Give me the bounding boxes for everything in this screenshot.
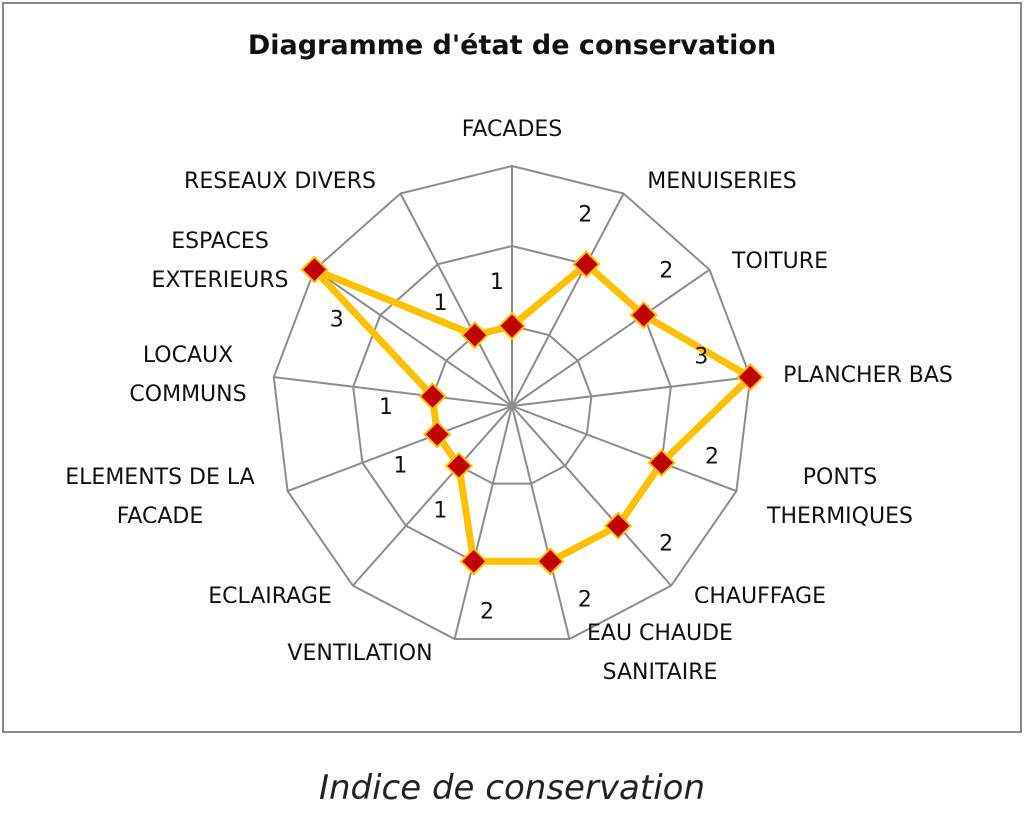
data-label: 1 bbox=[393, 453, 407, 478]
category-label: PLANCHER BAS bbox=[783, 363, 953, 388]
data-label: 2 bbox=[659, 259, 673, 284]
data-label: 1 bbox=[490, 270, 504, 295]
axis-spoke bbox=[511, 268, 711, 407]
axis-spoke bbox=[313, 268, 513, 407]
grid-ring bbox=[272, 164, 752, 641]
category-label: PONTS THERMIQUES bbox=[766, 465, 913, 529]
data-label: 2 bbox=[578, 588, 592, 613]
category-label: MENUISERIES bbox=[647, 169, 796, 194]
data-point-marker bbox=[418, 382, 447, 411]
data-point-marker bbox=[459, 547, 488, 576]
data-point-marker bbox=[629, 300, 658, 330]
data-label: 1 bbox=[433, 499, 447, 524]
data-label: 2 bbox=[705, 444, 719, 469]
data-point-marker bbox=[603, 511, 633, 540]
category-label: FACADES bbox=[462, 117, 563, 142]
category-label: ESPACES EXTERIEURS bbox=[152, 229, 289, 293]
axis-spoke bbox=[511, 405, 737, 493]
axis-spoke bbox=[511, 405, 672, 587]
category-label: CHAUFFAGE bbox=[694, 584, 826, 609]
data-point-marker bbox=[736, 362, 765, 392]
axis-spoke bbox=[453, 405, 513, 640]
data-point-marker bbox=[300, 255, 329, 284]
data-point-marker bbox=[460, 321, 489, 350]
data-point-marker bbox=[497, 311, 527, 341]
data-label: 2 bbox=[578, 202, 592, 227]
category-label: ECLAIRAGE bbox=[208, 584, 332, 609]
axis-spoke bbox=[511, 405, 571, 640]
data-label: 2 bbox=[480, 599, 494, 624]
axis-spoke bbox=[352, 405, 513, 587]
data-label: 2 bbox=[659, 532, 673, 557]
category-label: TOITURE bbox=[731, 249, 828, 274]
data-point-marker bbox=[536, 547, 565, 576]
data-point-marker bbox=[647, 448, 676, 477]
data-label: 1 bbox=[434, 291, 448, 316]
chart-title: Diagramme d'état de conservation bbox=[247, 30, 777, 61]
data-label: 1 bbox=[379, 395, 393, 420]
axis-spoke bbox=[287, 405, 513, 493]
data-point-marker bbox=[423, 420, 452, 449]
data-point-marker bbox=[572, 250, 601, 279]
axis-spoke bbox=[511, 376, 751, 407]
data-label: 3 bbox=[330, 307, 344, 332]
category-label: EAU CHAUDE SANITAIRE bbox=[587, 621, 733, 685]
category-label: RESEAUX DIVERS bbox=[184, 169, 376, 194]
data-label: 3 bbox=[694, 344, 708, 369]
category-label: VENTILATION bbox=[287, 641, 432, 666]
category-label: LOCAUX COMMUNS bbox=[129, 343, 246, 407]
chart-caption: Indice de conservation bbox=[318, 768, 706, 808]
axis-spoke bbox=[399, 193, 513, 407]
data-point-marker bbox=[444, 451, 474, 481]
series-line bbox=[310, 260, 754, 565]
category-label: ELEMENTS DE LA FACADE bbox=[65, 465, 254, 529]
axis-spoke bbox=[511, 193, 625, 407]
grid-ring bbox=[431, 324, 593, 485]
axis-spoke bbox=[273, 376, 513, 407]
